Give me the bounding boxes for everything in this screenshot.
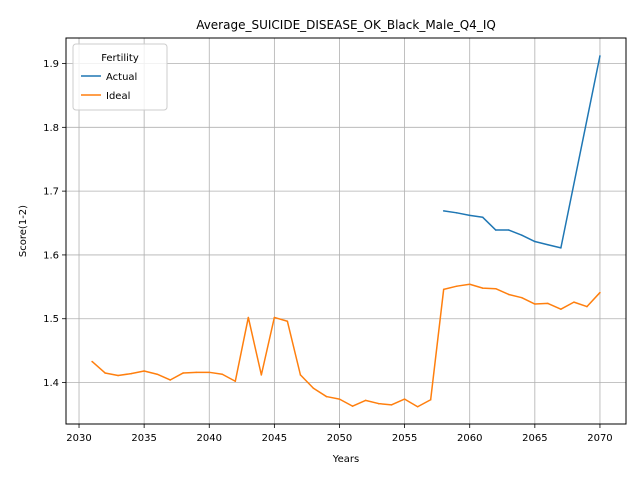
x-tick-label: 2070 [587,433,612,444]
data-point-ideal [521,296,523,299]
y-tick-label: 1.9 [43,59,59,70]
data-point-actual [468,214,471,217]
x-tick-label: 2035 [131,433,156,444]
y-tick-label: 1.5 [43,314,59,325]
plot-frame [65,37,627,425]
data-point-ideal [599,291,601,294]
data-point-ideal [273,316,276,319]
y-axis: 1.4 1.5 1.6 1.7 1.8 1.9 [43,59,66,389]
x-axis: 2030 2035 2040 2045 2050 2055 2060 2065 2070 [66,424,613,444]
data-point-ideal [586,305,588,308]
legend-label-ideal: Ideal [106,91,130,102]
data-point-ideal [117,374,119,377]
legend: Fertility Actual Ideal [72,43,168,111]
data-point-ideal [325,395,328,398]
data-point-ideal [104,372,106,374]
data-point-ideal [260,374,263,376]
data-point-ideal [534,303,536,305]
series-lines [91,55,601,408]
data-point-actual [534,240,536,243]
x-tick-label: 2045 [262,433,287,444]
chart-title: Average_SUICIDE_DISEASE_OK_Black_Male_Q4… [196,18,496,32]
series-line-ideal [91,283,601,408]
data-point-actual [521,234,523,236]
y-axis-label: Score(1-2) [18,205,29,257]
x-tick-label: 2040 [197,433,222,444]
y-tick-label: 1.4 [43,378,59,389]
data-point-ideal [182,372,184,374]
data-point-ideal [390,404,393,406]
data-point-actual [508,229,510,231]
data-point-ideal [299,374,302,376]
data-point-actual [455,212,458,214]
data-point-ideal [247,316,250,319]
data-point-ideal [130,372,132,375]
data-point-ideal [169,379,171,381]
data-point-ideal [495,287,497,290]
data-point-ideal [508,293,510,296]
data-point-ideal [351,405,354,407]
x-tick-label: 2055 [392,433,417,444]
data-point-ideal [286,320,289,323]
x-tick-label: 2030 [66,433,91,444]
data-point-actual [495,229,497,231]
legend-box [72,43,168,111]
x-axis-label: Years [332,454,359,465]
data-point-actual [481,216,484,219]
data-point-ideal [481,287,484,289]
data-point-ideal [312,387,315,390]
data-point-ideal [221,373,224,375]
y-tick-label: 1.8 [43,123,59,134]
data-point-ideal [560,308,562,310]
x-tick-label: 2060 [457,433,482,444]
y-tick-label: 1.6 [43,250,59,261]
data-point-ideal [156,373,158,375]
data-point-ideal [573,301,575,303]
data-point-ideal [364,399,367,402]
data-point-ideal [234,380,237,382]
data-point-actual [560,247,562,249]
data-point-actual [547,243,549,246]
y-tick-label: 1.7 [43,187,59,198]
data-point-ideal [91,360,93,363]
data-point-ideal [442,288,445,291]
data-point-ideal [429,399,432,401]
legend-label-actual: Actual [106,72,137,83]
data-point-ideal [377,402,380,405]
data-point-actual [599,55,601,57]
data-point-ideal [416,406,419,408]
data-point-ideal [468,283,471,286]
data-point-ideal [403,398,406,400]
data-point-actual [442,210,445,212]
data-point-ideal [208,371,211,374]
grid [66,38,626,424]
data-point-ideal [455,285,458,287]
x-tick-label: 2065 [522,433,547,444]
legend-title: Fertility [101,53,139,64]
data-point-ideal [547,302,549,305]
x-tick-label: 2050 [327,433,352,444]
data-point-ideal [338,398,341,400]
data-point-ideal [143,370,145,372]
data-point-ideal [195,371,197,374]
